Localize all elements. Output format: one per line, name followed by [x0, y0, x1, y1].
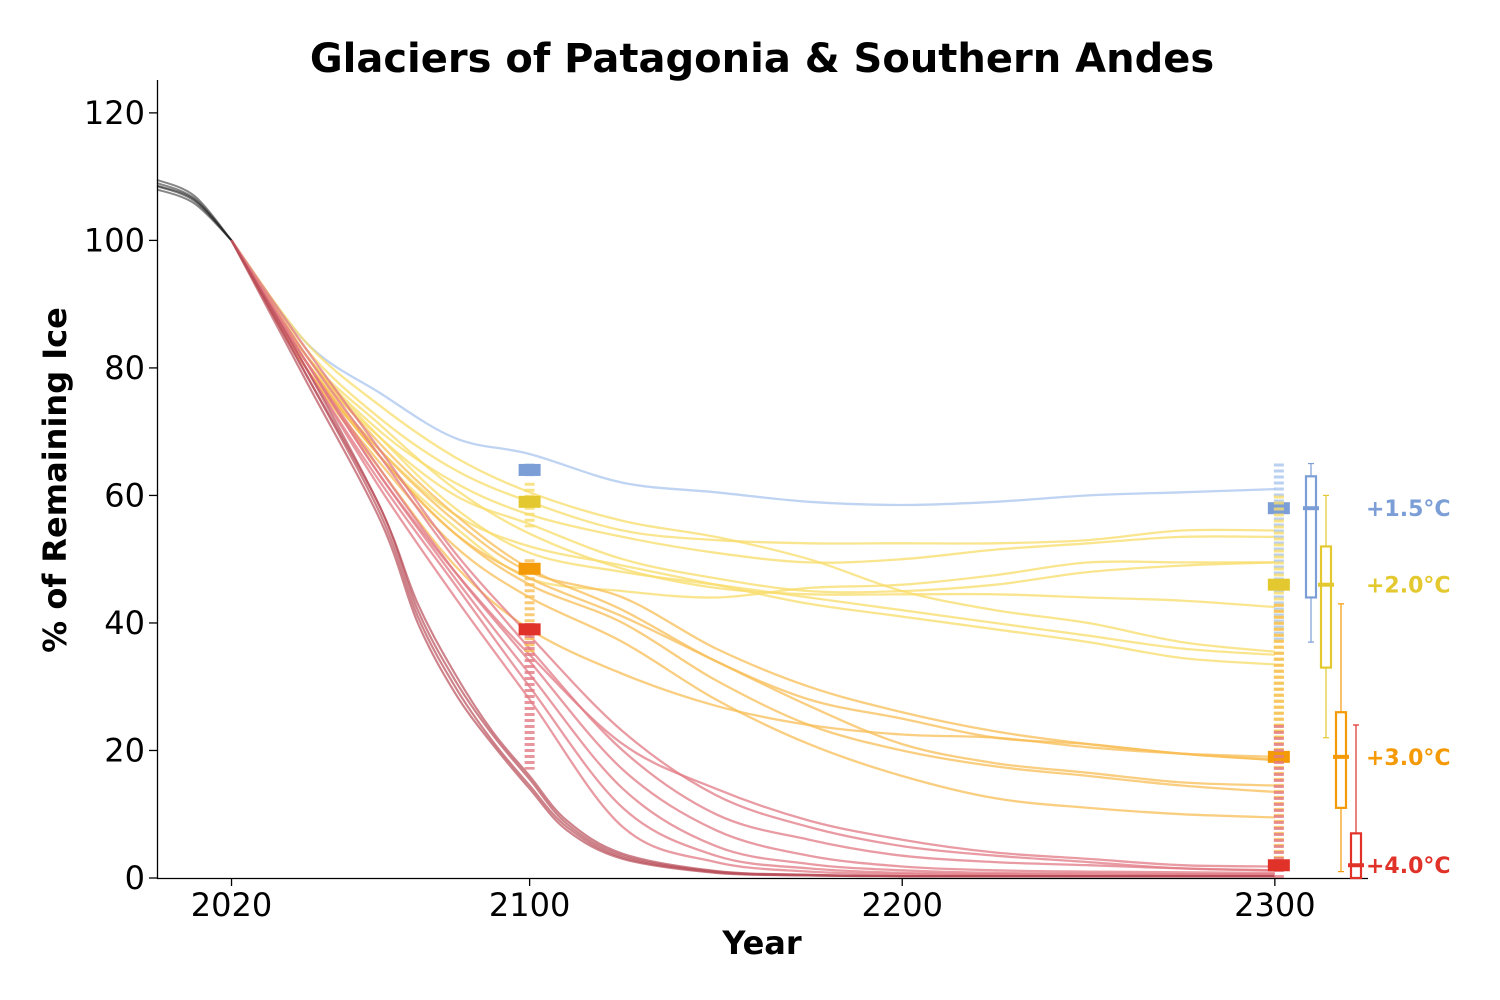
median-marker-2300-w40 — [1267, 859, 1290, 872]
box-w40 — [1349, 832, 1363, 880]
median-marker-2100-w40 — [518, 623, 541, 636]
scenario-line-w40 — [230, 239, 1275, 868]
x-tick-label: 2300 — [1234, 886, 1315, 924]
box-w20 — [1319, 545, 1333, 669]
scenario-line-w40 — [230, 239, 1275, 876]
x-axis-label: Year — [721, 924, 802, 962]
scenario-line-w20 — [230, 239, 1275, 653]
temp-label-w20: +2.0°C — [1366, 574, 1451, 599]
median-marker-2300-w20 — [1267, 578, 1290, 591]
temp-label-w40: +4.0°C — [1366, 854, 1451, 879]
temperature-labels: +1.5°C +2.0°C +3.0°C +4.0°C — [1366, 497, 1451, 879]
y-tick-label: 60 — [104, 476, 145, 514]
axes — [156, 80, 1368, 880]
x-tick-label: 2200 — [862, 886, 943, 924]
historical-line — [156, 185, 233, 242]
scenario-line-w15 — [230, 239, 1275, 507]
scenario-line-w30 — [230, 239, 1275, 819]
x-tick-label: 2020 — [191, 886, 272, 924]
box-w30 — [1334, 711, 1348, 809]
plot-area — [156, 178, 1290, 878]
scenario-line-w30 — [230, 239, 1275, 787]
scenario-line-w20 — [230, 239, 1275, 564]
axis-ticks: 2020 2100 2200 2300 0 20 40 60 80 100 120 — [84, 94, 1316, 924]
scenario-line-w30 — [230, 239, 1275, 762]
y-tick-label: 80 — [104, 349, 145, 387]
scenario-line-w40 — [230, 239, 1275, 872]
scenario-line-w40 — [230, 239, 1275, 875]
y-tick-label: 20 — [104, 731, 145, 769]
median-marker-2100-w15 — [518, 463, 541, 476]
scenario-line-w30 — [230, 239, 1275, 794]
historical-line — [156, 184, 233, 242]
y-tick-label: 0 — [125, 859, 145, 897]
y-axis-label: % of Remaining Ice — [36, 307, 74, 653]
median-marker-2100-w20 — [518, 495, 541, 508]
scenario-line-w20 — [230, 239, 1275, 545]
box-w15 — [1304, 475, 1318, 599]
x-tick-label: 2100 — [489, 886, 570, 924]
temp-label-w30: +3.0°C — [1366, 746, 1451, 771]
y-tick-label: 120 — [84, 94, 145, 132]
median-marker-2100-w30 — [518, 562, 541, 575]
temp-label-w15: +1.5°C — [1366, 497, 1451, 522]
boxplots-2300 — [1303, 462, 1364, 880]
scenario-line-w20 — [230, 239, 1275, 609]
scenario-line-w40-steep — [230, 239, 1275, 878]
y-tick-label: 100 — [84, 221, 145, 259]
chart-title: Glaciers of Patagonia & Southern Andes — [310, 36, 1214, 82]
y-tick-label: 40 — [104, 604, 145, 642]
